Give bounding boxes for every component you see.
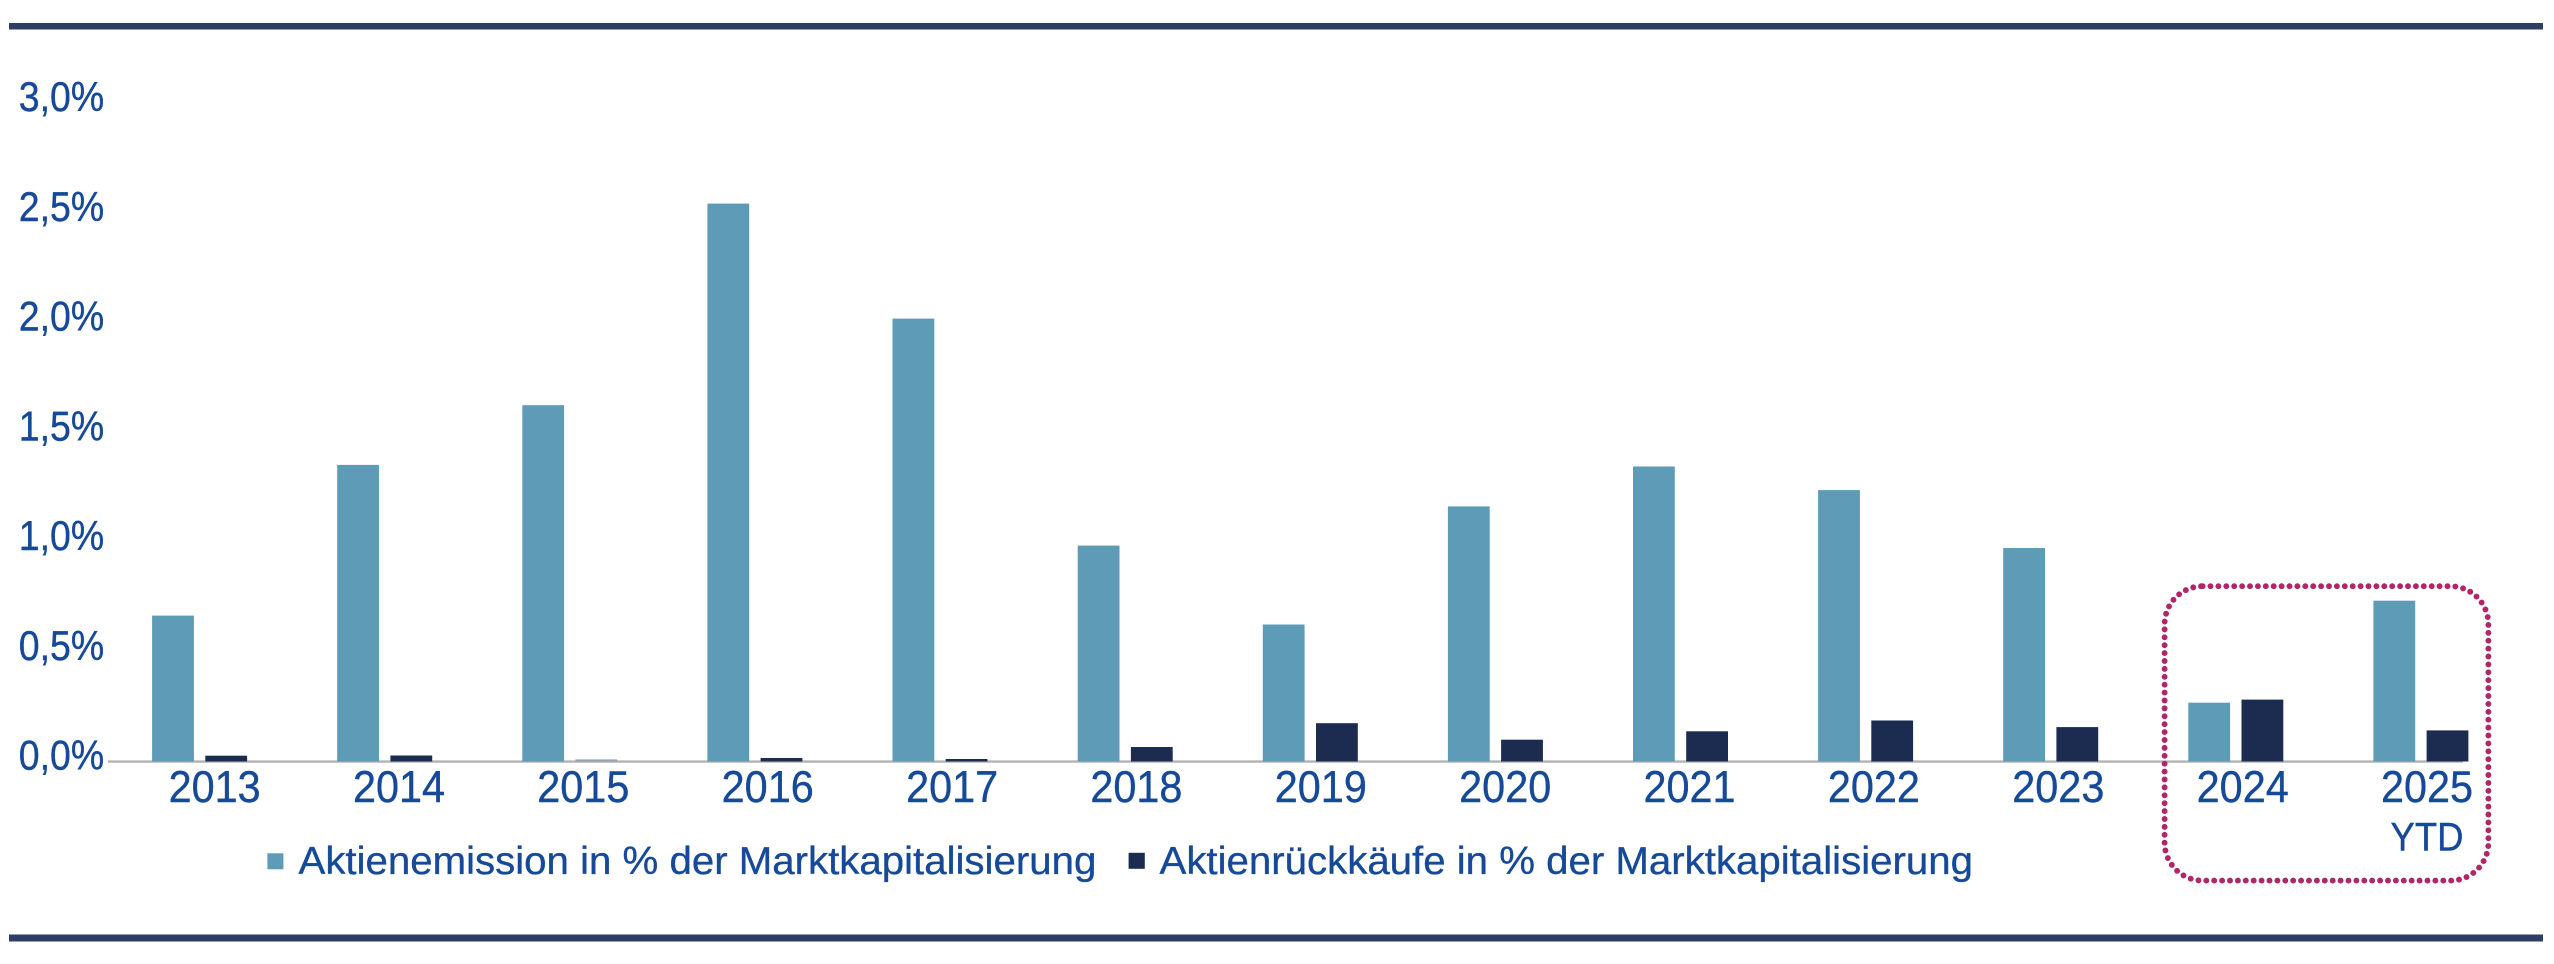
svg-text:2020: 2020 [1459, 762, 1551, 812]
svg-text:YTD: YTD [2391, 815, 2464, 860]
svg-text:0,5%: 0,5% [19, 623, 104, 669]
svg-text:1,5%: 1,5% [19, 404, 104, 450]
svg-text:2015: 2015 [537, 762, 629, 812]
svg-text:2021: 2021 [1643, 762, 1735, 812]
svg-text:1,0%: 1,0% [19, 513, 104, 559]
svg-text:Aktienrückkäufe in % der Markt: Aktienrückkäufe in % der Marktkapitalisi… [1160, 840, 1973, 883]
svg-text:3,0%: 3,0% [19, 74, 104, 120]
svg-text:2023: 2023 [2012, 762, 2104, 812]
svg-text:2014: 2014 [353, 762, 445, 812]
svg-text:2013: 2013 [169, 762, 261, 812]
svg-text:Aktienemission in % der Marktk: Aktienemission in % der Marktkapitalisie… [299, 840, 1097, 883]
svg-text:2,5%: 2,5% [19, 184, 104, 230]
svg-text:0,0%: 0,0% [19, 733, 104, 779]
svg-text:2022: 2022 [1828, 762, 1920, 812]
svg-text:2024: 2024 [2197, 762, 2289, 812]
svg-text:2017: 2017 [906, 762, 998, 812]
svg-text:2,0%: 2,0% [19, 294, 104, 340]
svg-text:2016: 2016 [722, 762, 814, 812]
svg-text:2019: 2019 [1275, 762, 1367, 812]
svg-text:2018: 2018 [1090, 762, 1182, 812]
svg-text:2025: 2025 [2381, 762, 2473, 812]
